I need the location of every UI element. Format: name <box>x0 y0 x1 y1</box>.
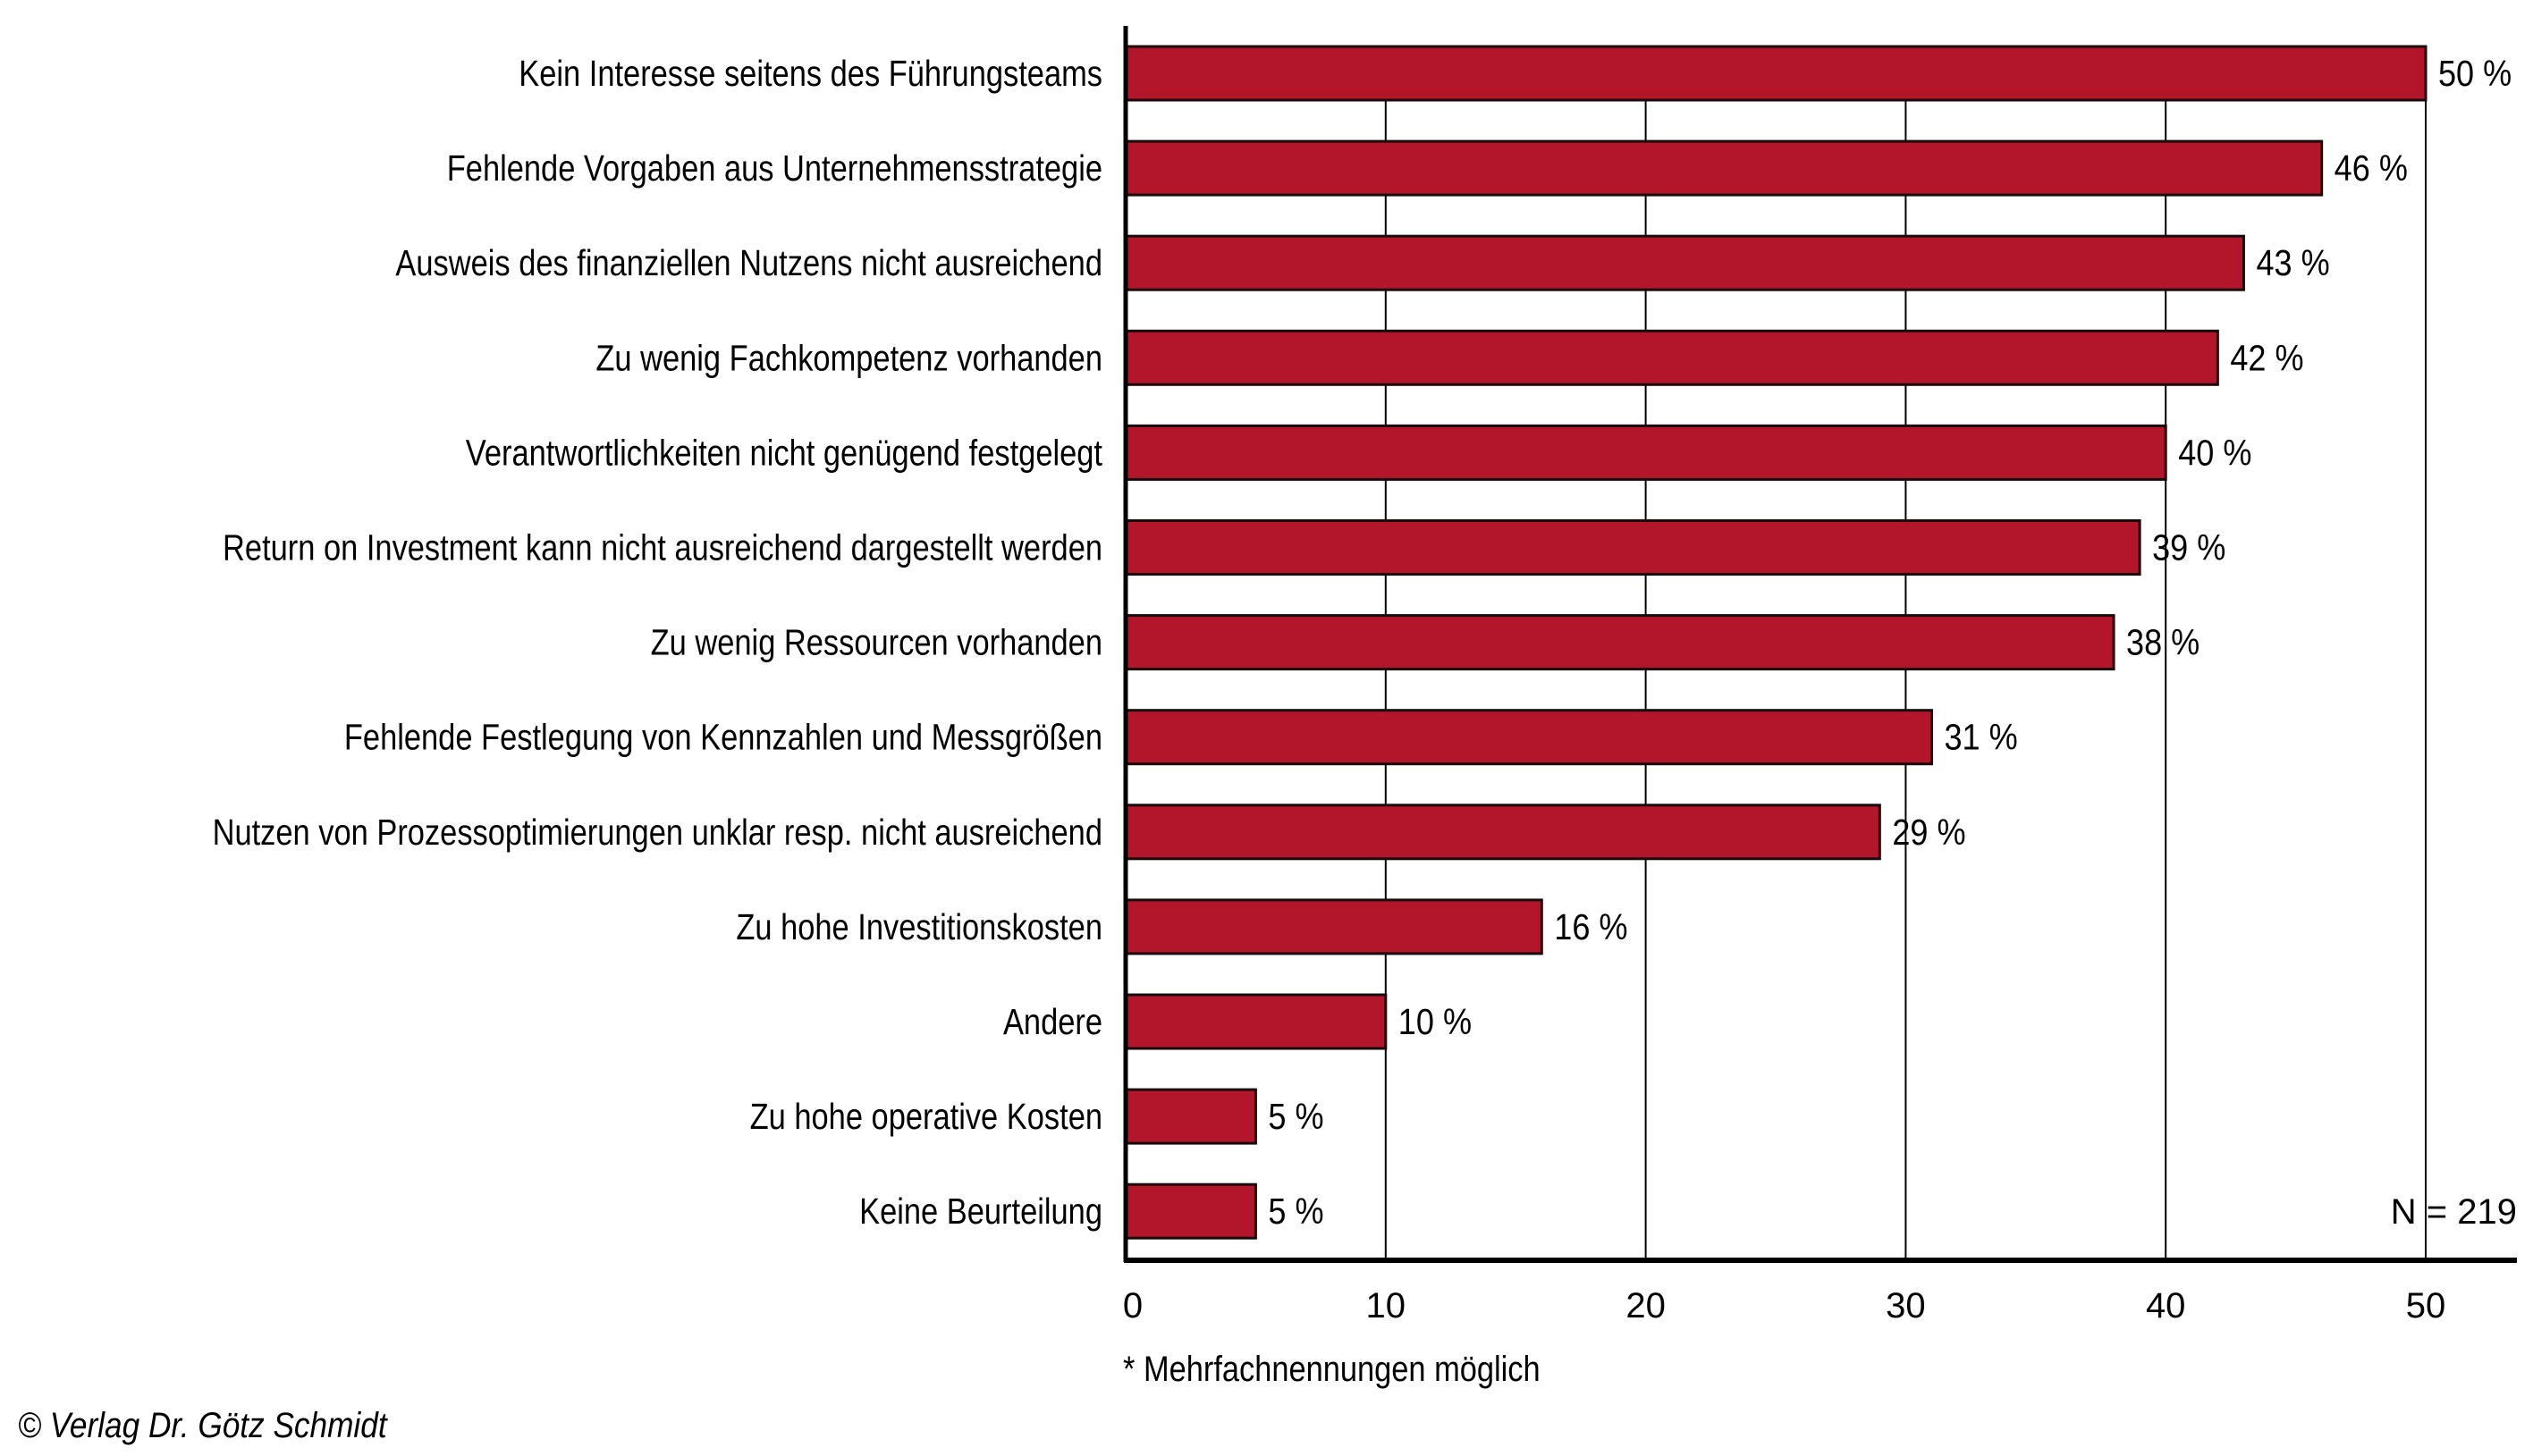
footnote: * Mehrfachnennungen möglich <box>1123 1350 1541 1389</box>
bar <box>1124 1088 1257 1145</box>
bars <box>1124 45 2427 1240</box>
value-label: 39 % <box>2152 527 2225 568</box>
value-label: 40 % <box>2178 433 2251 474</box>
value-label: 29 % <box>1892 812 1965 854</box>
sample-size-annotation: N = 219 <box>2391 1192 2517 1232</box>
category-label: Nutzen von Prozessoptimierungen unklar r… <box>213 812 1102 853</box>
axes <box>1123 26 2517 1263</box>
bar <box>1124 424 2167 481</box>
bar <box>1124 614 2115 671</box>
bar <box>1124 709 1933 766</box>
category-label: Return on Investment kann nicht ausreich… <box>223 528 1102 568</box>
value-label: 42 % <box>2230 338 2303 379</box>
x-tick-label: 10 <box>1366 1286 1406 1326</box>
value-labels: 50 % 46 % 43 % 42 % 40 % 39 % 38 % 31 % 29 % 16 %… <box>1268 54 2512 1233</box>
bar <box>1124 519 2141 576</box>
x-tick-labels: 0 10 20 30 40 50 <box>1123 1286 2445 1326</box>
x-tick-label: 20 <box>1625 1286 1666 1326</box>
bar <box>1124 993 1388 1050</box>
value-label: 10 % <box>1398 1002 1472 1043</box>
bar <box>1124 45 2427 102</box>
category-label: Zu wenig Fachkompetenz vorhanden <box>595 339 1102 379</box>
category-label: Zu wenig Ressourcen vorhanden <box>651 623 1102 663</box>
value-label: 16 % <box>1554 907 1627 948</box>
gridlines <box>1384 100 2427 1260</box>
category-label: Zu hohe operative Kosten <box>750 1097 1102 1137</box>
category-label: Fehlende Vorgaben aus Unternehmensstrate… <box>447 148 1102 189</box>
value-label: 43 % <box>2256 243 2329 284</box>
x-tick-label: 40 <box>2146 1286 2186 1326</box>
value-label: 5 % <box>1268 1191 1323 1233</box>
bar <box>1124 804 1881 861</box>
category-label: Verantwortlichkeiten nicht genügend fest… <box>466 433 1103 474</box>
category-label: Kein Interesse seitens des Führungsteams <box>519 54 1102 94</box>
copyright: © Verlag Dr. Götz Schmidt <box>18 1406 387 1445</box>
x-tick-label: 30 <box>1886 1286 1926 1326</box>
category-label: Ausweis des finanziellen Nutzens nicht a… <box>395 243 1102 283</box>
x-tick-label: 50 <box>2406 1286 2446 1326</box>
bar <box>1124 139 2324 197</box>
category-label: Andere <box>1003 1002 1102 1042</box>
bar <box>1124 1182 1257 1240</box>
bar <box>1124 234 2245 291</box>
bar <box>1124 898 1543 955</box>
value-label: 31 % <box>1944 718 2017 759</box>
value-label: 50 % <box>2438 54 2512 95</box>
category-label: Keine Beurteilung <box>859 1191 1102 1232</box>
value-label: 38 % <box>2126 623 2199 664</box>
bar <box>1124 329 2219 386</box>
category-label: Zu hohe Investitionskosten <box>736 907 1102 947</box>
value-label: 46 % <box>2335 148 2408 189</box>
category-label: Fehlende Festlegung von Kennzahlen und M… <box>344 718 1102 758</box>
value-label: 5 % <box>1268 1097 1323 1138</box>
x-tick-label: 0 <box>1123 1286 1143 1326</box>
category-labels: Kein Interesse seitens des Führungsteams… <box>213 54 1103 1233</box>
